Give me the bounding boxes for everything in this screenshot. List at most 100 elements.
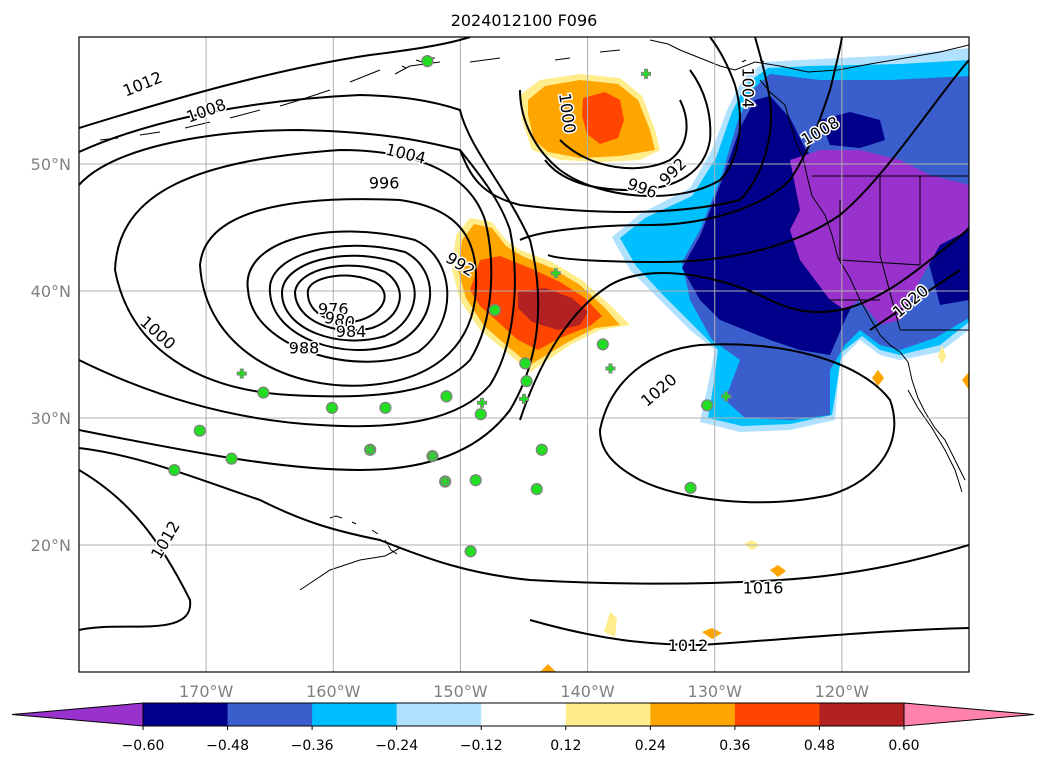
observation-plus-marker <box>550 268 561 279</box>
us-west-coast <box>811 195 966 481</box>
lat-tick-label: 50°N <box>31 155 71 174</box>
observation-circle-marker <box>488 303 501 317</box>
isobar-label: 976 <box>318 299 349 318</box>
shade-small-blob-7 <box>938 345 946 364</box>
colorbar-tick-label: 0.24 <box>635 738 666 754</box>
observation-circle-marker <box>379 401 392 414</box>
hawaii <box>329 515 398 555</box>
observation-circle-marker <box>474 408 487 421</box>
colorbar-tick-label: −0.48 <box>206 738 249 754</box>
colorbar-segment <box>312 703 398 726</box>
colorbar-tick-label: −0.60 <box>122 738 165 754</box>
colorbar-frame <box>142 702 905 727</box>
isobar-996-ne <box>544 69 712 192</box>
observation-circle-marker <box>684 481 697 494</box>
colorbar-segment <box>734 703 820 726</box>
colorbar-tick-label: 0.36 <box>719 738 750 754</box>
observation-circle-marker <box>469 474 482 487</box>
observation-plus-marker <box>427 451 438 462</box>
observation-plus-marker <box>365 444 376 455</box>
isobar-1000 <box>113 148 493 398</box>
isobar-1004 <box>79 128 516 428</box>
isobar-992 <box>246 230 449 363</box>
map-title: 2024012100 F096 <box>451 11 598 30</box>
lat-tick-labels: 20°N 30°N 40°N 50°N <box>31 155 71 555</box>
observation-circle-marker <box>519 357 532 370</box>
colorbar-segment <box>565 703 651 726</box>
shade-firebrick-south <box>518 288 588 330</box>
colorbar-segment <box>227 703 313 726</box>
isobar-980 <box>293 264 401 332</box>
shade-red-north <box>582 92 624 144</box>
observation-circle-marker <box>520 375 533 388</box>
colorbar-segment <box>650 703 736 726</box>
observation-circle-marker <box>421 55 434 68</box>
observation-circle-marker <box>464 545 477 558</box>
colorbar-extend-low <box>11 702 144 727</box>
colorbar-extend-high <box>903 702 1035 727</box>
isobar-984 <box>280 254 416 342</box>
lat-tick-label: 40°N <box>31 282 71 301</box>
observation-plus-marker <box>721 391 732 402</box>
colorbar-tick-label: −0.12 <box>460 738 503 754</box>
lon-tick-label: 120°W <box>815 682 870 701</box>
observation-circle-marker <box>168 463 181 477</box>
observation-circle-marker <box>193 424 206 437</box>
isobar-1008-ne <box>519 37 843 241</box>
colorbar-segment <box>143 703 229 726</box>
isobar-1012-se <box>529 619 969 647</box>
hawaii-chain <box>299 547 401 591</box>
lon-tick-label: 160°W <box>306 682 361 701</box>
isobar-988 <box>268 244 431 351</box>
colorbar-segment <box>481 703 567 726</box>
observation-plus-marker <box>519 393 529 404</box>
observation-circle-marker <box>535 443 548 456</box>
lon-tick-labels: 170°W 160°W 150°W 140°W 130°W 120°W <box>179 682 869 701</box>
observation-circle-marker <box>440 390 453 403</box>
observation-plus-marker <box>236 368 247 379</box>
colorbar-tick-label: 0.60 <box>888 738 919 754</box>
lon-tick-label: 140°W <box>560 682 615 701</box>
bc-coast <box>759 79 813 197</box>
observation-circle-marker <box>596 338 609 351</box>
isobar-label: 1004 <box>738 67 757 108</box>
isobar-1016-ne <box>519 227 969 421</box>
isobar-1020-east <box>869 269 961 331</box>
isobars <box>79 37 969 647</box>
observation-plus-marker <box>477 397 488 408</box>
isobar-1000-ne <box>519 37 741 198</box>
isobar-1016 <box>79 447 969 585</box>
shade-navy-north <box>820 112 885 148</box>
colorbar-tick-label: 0.12 <box>550 738 581 754</box>
colorbar-segment <box>396 703 482 726</box>
isobar-1012-ne <box>547 59 969 264</box>
lon-tick-label: 130°W <box>688 682 743 701</box>
colorbar-tick-label: 0.48 <box>804 738 835 754</box>
isobar-1012-south <box>79 469 192 631</box>
observation-circle-marker <box>700 399 714 412</box>
isobar-label: 1016 <box>743 579 784 598</box>
isobar-1008 <box>79 93 540 472</box>
shade-small-blob-5 <box>540 664 556 672</box>
positive-anomaly-shading <box>452 74 969 672</box>
map-frame <box>78 36 970 673</box>
shade-small-blob-6 <box>872 370 884 386</box>
shade-small-blob-8 <box>962 372 969 390</box>
graticule <box>79 37 969 672</box>
us-states <box>830 176 969 331</box>
observation-markers <box>168 55 732 558</box>
colorbar-tick-label: −0.24 <box>375 738 418 754</box>
colorbar: −0.60 −0.48 −0.36 −0.24 −0.12 0.12 0.24 0.36 0.4… <box>11 702 1035 754</box>
lon-tick-label: 150°W <box>433 682 488 701</box>
observation-circle-marker <box>257 386 270 399</box>
isobar-label: 996 <box>369 174 400 193</box>
colorbar-segment <box>819 703 905 726</box>
isobar-992-ne <box>559 99 688 170</box>
isobar-label: 988 <box>289 339 320 358</box>
colorbar-tick-label: −0.36 <box>291 738 334 754</box>
isobar-label: 1012 <box>668 636 709 655</box>
isobar-1020 <box>598 343 896 504</box>
lat-tick-label: 20°N <box>31 536 71 555</box>
isobar-label: 984 <box>336 322 367 341</box>
